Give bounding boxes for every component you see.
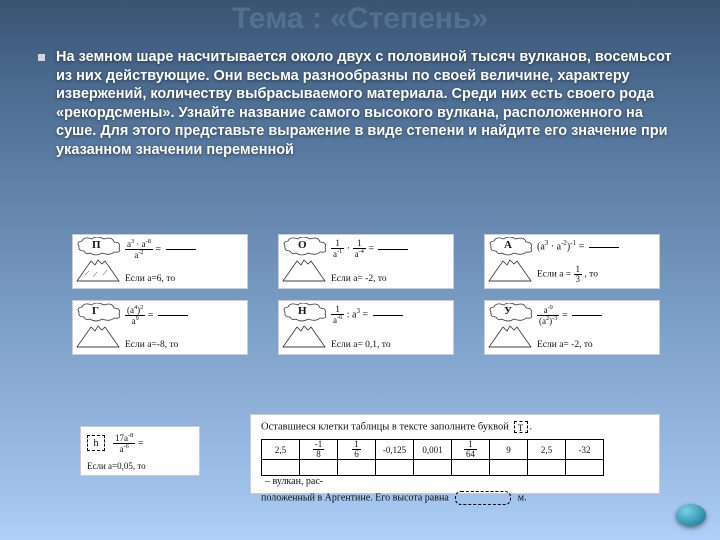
next-button[interactable] (676, 504, 706, 526)
condition: Если a=-8, то (125, 340, 178, 350)
card-P: П a3 · a-8a-2 = Если a=6, то (72, 234, 248, 289)
cell: 16 (338, 440, 376, 460)
t-letter-box: Т (514, 421, 528, 433)
card-letter: Н (298, 305, 307, 317)
slide-title: Тема : «Степень» (0, 0, 720, 36)
card-letter: Г (92, 305, 99, 317)
condition: Если a= 0,1, то (331, 340, 391, 350)
table-side-text: – вулкан, рас- (265, 476, 323, 487)
card-letter: У (504, 305, 512, 317)
formula: (a4)2a9 = (125, 305, 188, 326)
cell: 164 (452, 440, 490, 460)
cell: 9 (490, 440, 528, 460)
cell: 2,5 (528, 440, 566, 460)
card-U: У a-9(a2)-3 = Если a= -2, то (484, 300, 660, 355)
formula: a3 · a-8a-2 = (125, 239, 196, 260)
volcano-icon (487, 255, 533, 285)
cell: 2,5 (262, 440, 300, 460)
card-A: А (a3 · a-2)-1 = Если a = 13 , то (484, 234, 660, 289)
table-bottom-text: положенный в Аргентине. Его высота равна… (261, 491, 649, 505)
formula: (a3 · a-2)-1 = (537, 239, 619, 252)
volcano-icon (281, 321, 327, 351)
card-letter: А (504, 239, 512, 251)
volcano-icon (487, 321, 533, 351)
answer-grid: 2,5 -18 16 -0,125 0,001 164 9 2,5 -32 (261, 439, 604, 476)
condition: Если a = 13 , то (537, 265, 598, 284)
table-row: 2,5 -18 16 -0,125 0,001 164 9 2,5 -32 (262, 440, 604, 460)
cell: -0,125 (376, 440, 414, 460)
card-letter: П (92, 239, 101, 251)
condition: Если a=6, то (125, 274, 175, 284)
cell: -32 (566, 440, 604, 460)
formula: 17a-8a-6 = (113, 433, 143, 454)
condition: Если a= -2, то (331, 274, 387, 284)
card-h: h 17a-8a-6 = Если a=0,05, то (80, 426, 200, 476)
height-blank (455, 491, 511, 505)
volcano-icon (75, 321, 121, 351)
table-instruction: Оставшиеся клетки таблицы в тексте запол… (261, 421, 649, 433)
cell: -18 (300, 440, 338, 460)
card-O: О 1a-1 · 1a-4 = Если a= -2, то (278, 234, 454, 289)
volcano-icon (75, 255, 121, 285)
card-N: Н 1a-6 : a3 = Если a= 0,1, то (278, 300, 454, 355)
condition: Если a=0,05, то (87, 461, 146, 471)
formula: 1a-6 : a3 = (331, 305, 403, 325)
h-box: h (87, 435, 105, 451)
body-paragraph: На земном шаре насчитывается около двух … (56, 48, 676, 159)
cell: 0,001 (414, 440, 452, 460)
condition: Если a= -2, то (537, 340, 593, 350)
card-G: Г (a4)2a9 = Если a=-8, то (72, 300, 248, 355)
answer-table-card: Оставшиеся клетки таблицы в тексте запол… (250, 414, 660, 494)
bullet-icon (38, 54, 45, 61)
formula: 1a-1 · 1a-4 = (331, 239, 408, 259)
table-row (262, 460, 604, 476)
formula: a-9(a2)-3 = (537, 305, 602, 326)
cloud-icon (76, 303, 122, 323)
card-letter: О (298, 239, 307, 251)
volcano-icon (281, 255, 327, 285)
